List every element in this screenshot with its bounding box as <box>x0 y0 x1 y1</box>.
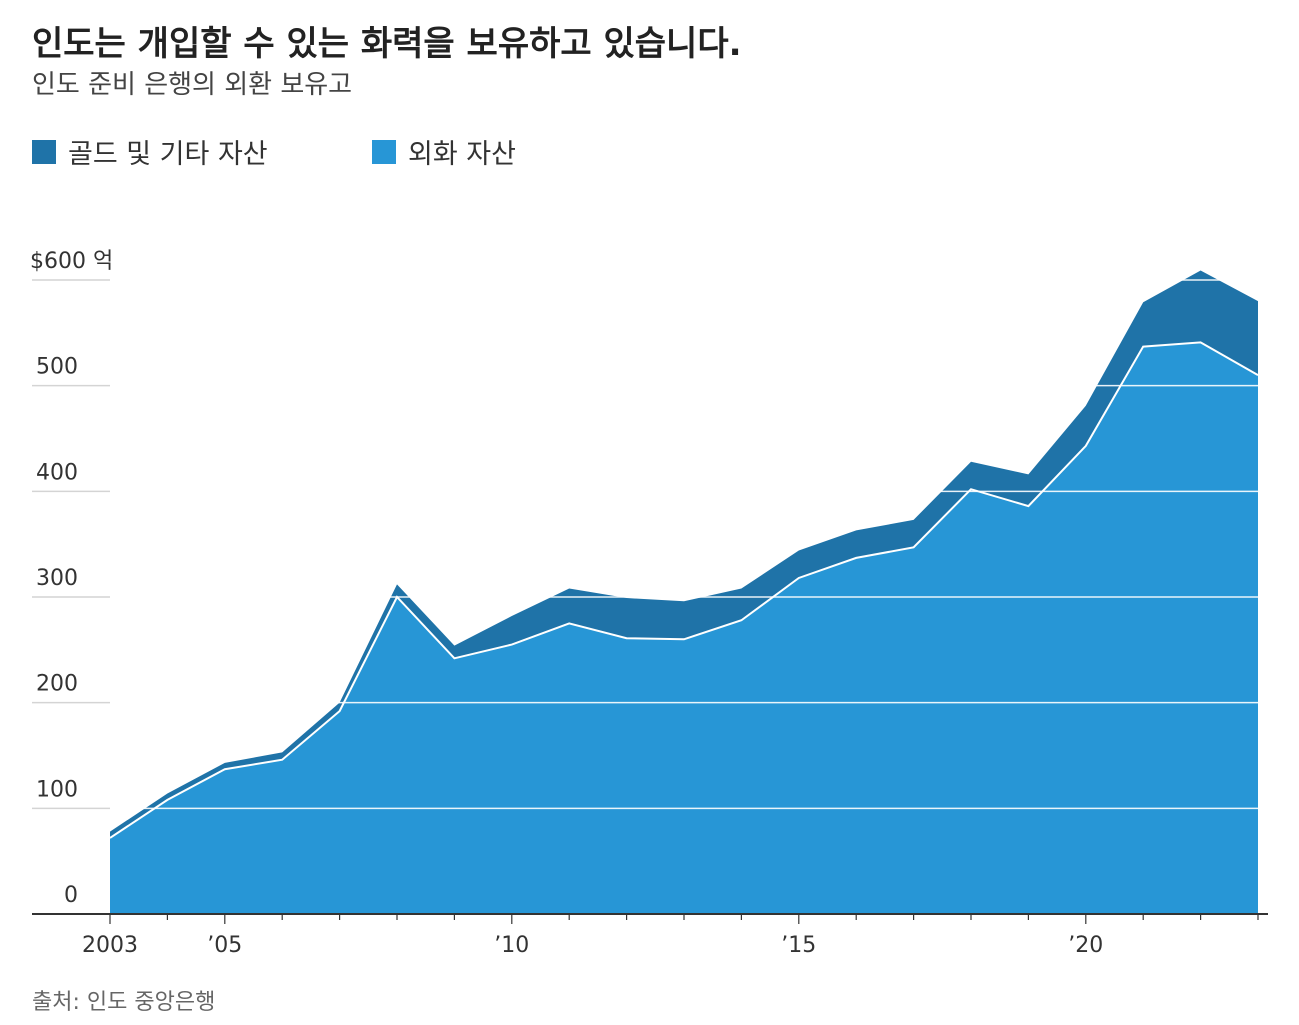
legend-label-foreign: 외화 자산 <box>408 139 516 170</box>
y-tick-label: 100 <box>36 777 78 802</box>
legend-item-foreign: 외화 자산 <box>372 132 516 171</box>
y-tick-label: $600 억 <box>30 249 113 274</box>
source-note: 출처: 인도 중앙은행 <box>32 990 216 1015</box>
y-tick-label: 200 <box>36 672 78 697</box>
x-tick-label: ’05 <box>207 933 242 958</box>
legend-swatch-gold <box>32 139 56 164</box>
legend: 골드 및 기타 자산 외화 자산 <box>32 132 732 171</box>
area-gold-other <box>110 270 1258 838</box>
x-tick-label: ’15 <box>781 933 816 958</box>
legend-label-gold: 골드 및 기타 자산 <box>68 139 268 170</box>
y-tick-label: 300 <box>36 566 78 591</box>
y-tick-label: 500 <box>36 355 78 380</box>
x-tick-label: 2003 <box>82 933 138 958</box>
x-tick-label: ’20 <box>1068 933 1103 958</box>
legend-swatch-foreign <box>372 139 396 164</box>
y-tick-label: 400 <box>36 460 78 485</box>
x-tick-label: ’10 <box>494 933 529 958</box>
legend-item-gold: 골드 및 기타 자산 <box>32 132 268 171</box>
y-tick-label: 0 <box>64 883 78 908</box>
chart-title: 인도는 개입할 수 있는 화력을 보유하고 있습니다. <box>32 24 742 64</box>
series-boundary-line <box>109 341 1259 839</box>
area-foreign-currency <box>110 342 1258 914</box>
chart-subtitle: 인도 준비 은행의 외환 보유고 <box>32 70 353 100</box>
area-chart: 0 100 200 300 400 500 $600 억 2003 ’05 ’10 ’15 ’20 <box>30 249 1268 958</box>
